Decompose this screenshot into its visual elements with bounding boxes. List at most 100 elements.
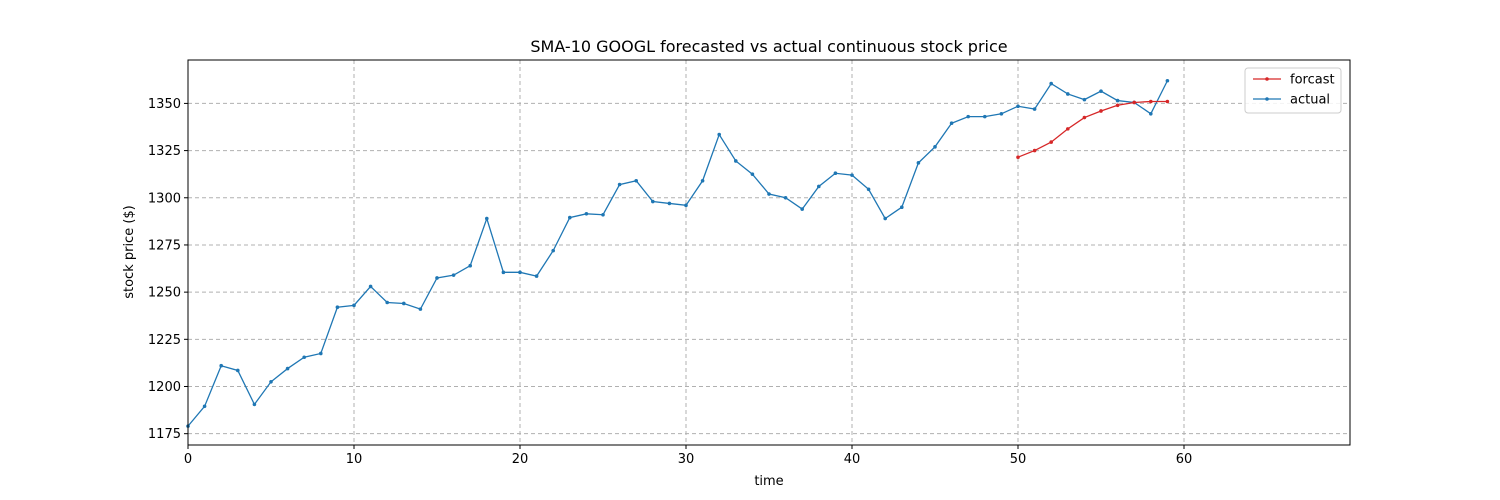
data-point-actual: [534, 274, 539, 278]
y-tick-label: 1275: [148, 238, 181, 253]
y-tick-label: 1225: [148, 333, 181, 348]
data-point-actual: [518, 270, 522, 275]
data-point-actual: [900, 205, 904, 210]
data-point-actual: [219, 363, 223, 368]
data-point-actual: [551, 248, 555, 253]
data-point-actual: [933, 145, 937, 149]
data-point-actual: [584, 212, 589, 216]
series-actual: [186, 78, 1170, 428]
data-point-actual: [966, 114, 970, 119]
data-point-actual: [617, 182, 622, 187]
series-line-forcast: [1017, 100, 1168, 158]
data-point-actual: [850, 173, 854, 177]
data-point-actual: [601, 212, 605, 217]
data-point-actual: [999, 111, 1004, 116]
data-point-forcast: [1099, 109, 1103, 113]
data-point-actual: [1032, 107, 1037, 111]
data-point-actual: [700, 178, 705, 183]
data-point-forcast: [1082, 115, 1087, 120]
legend-label: forcast: [1290, 73, 1335, 88]
data-point-actual: [866, 187, 871, 192]
legend-swatch-marker: [1265, 97, 1269, 101]
data-point-actual: [352, 303, 356, 308]
legend-item-forcast: forcast: [1253, 73, 1335, 88]
x-tick-label: 10: [346, 452, 363, 467]
data-point-actual: [833, 171, 838, 176]
plot-frame: [187, 59, 1351, 446]
data-point-forcast: [1115, 103, 1120, 108]
data-point-actual: [418, 307, 423, 311]
data-point-actual: [949, 121, 954, 126]
data-point-forcast: [1016, 155, 1020, 159]
data-point-actual: [302, 355, 307, 360]
data-point-actual: [269, 379, 273, 384]
data-point-actual: [319, 351, 323, 356]
data-point-actual: [717, 132, 721, 137]
data-point-actual: [767, 192, 771, 196]
data-point-actual: [983, 114, 987, 119]
data-point-actual: [883, 216, 887, 221]
data-point-actual: [368, 284, 373, 289]
data-point-actual: [435, 276, 439, 280]
data-point-actual: [1099, 89, 1103, 93]
data-point-actual: [402, 301, 406, 306]
data-point-actual: [1149, 111, 1153, 116]
data-point-actual: [800, 207, 804, 211]
data-point-actual: [750, 172, 755, 176]
data-point-actual: [1066, 92, 1070, 96]
data-point-actual: [817, 184, 821, 189]
ticks: 0 10 20 30 40 50 60 1175 1200 1225 1250 1275 1300 132…: [148, 97, 1192, 467]
data-point-actual: [485, 216, 489, 221]
data-point-forcast: [1165, 99, 1170, 104]
legend-item-actual: actual: [1253, 93, 1330, 108]
data-point-actual: [501, 270, 506, 275]
x-tick-label: 0: [184, 452, 192, 467]
data-point-actual: [285, 366, 290, 371]
chart-title: SMA-10 GOOGL forecasted vs actual contin…: [530, 37, 1007, 56]
data-point-actual: [734, 159, 738, 163]
data-point-actual: [1115, 98, 1120, 103]
y-tick-label: 1325: [148, 144, 181, 159]
data-point-actual: [1165, 78, 1170, 83]
legend-swatch-marker: [1265, 77, 1269, 81]
grid: [187, 60, 1350, 445]
data-point-forcast: [1032, 148, 1037, 153]
data-point-actual: [651, 199, 655, 204]
data-point-actual: [335, 305, 340, 310]
data-point-actual: [1049, 81, 1053, 86]
data-point-forcast: [1049, 140, 1053, 144]
data-point-forcast: [1132, 100, 1136, 105]
series-layer: [186, 78, 1170, 428]
data-point-actual: [634, 178, 638, 183]
y-tick-label: 1175: [148, 427, 181, 442]
data-point-actual: [783, 195, 788, 200]
x-tick-label: 40: [844, 452, 861, 467]
x-tick-label: 60: [1176, 452, 1193, 467]
x-tick-label: 20: [512, 452, 529, 467]
data-point-forcast: [1149, 99, 1153, 104]
data-point-actual: [1016, 104, 1020, 109]
legend: forcast actual: [1244, 67, 1342, 114]
y-tick-label: 1200: [148, 380, 181, 395]
data-point-actual: [385, 300, 390, 305]
series-line-actual: [187, 80, 1168, 427]
data-point-forcast: [1066, 127, 1070, 131]
data-point-actual: [568, 215, 572, 220]
data-point-actual: [451, 273, 456, 277]
x-axis-label: time: [754, 474, 783, 489]
data-point-actual: [252, 402, 257, 407]
data-point-actual: [202, 404, 207, 409]
data-point-actual: [468, 263, 473, 268]
y-tick-label: 1250: [148, 286, 181, 301]
y-axis-label: stock price ($): [122, 205, 137, 299]
x-tick-label: 50: [1010, 452, 1027, 467]
data-point-actual: [667, 201, 672, 206]
x-tick-label: 30: [678, 452, 695, 467]
data-point-actual: [684, 203, 688, 208]
series-forcast: [1016, 99, 1170, 159]
y-tick-label: 1350: [148, 97, 181, 112]
data-point-actual: [1082, 97, 1087, 102]
y-tick-label: 1300: [148, 191, 181, 206]
